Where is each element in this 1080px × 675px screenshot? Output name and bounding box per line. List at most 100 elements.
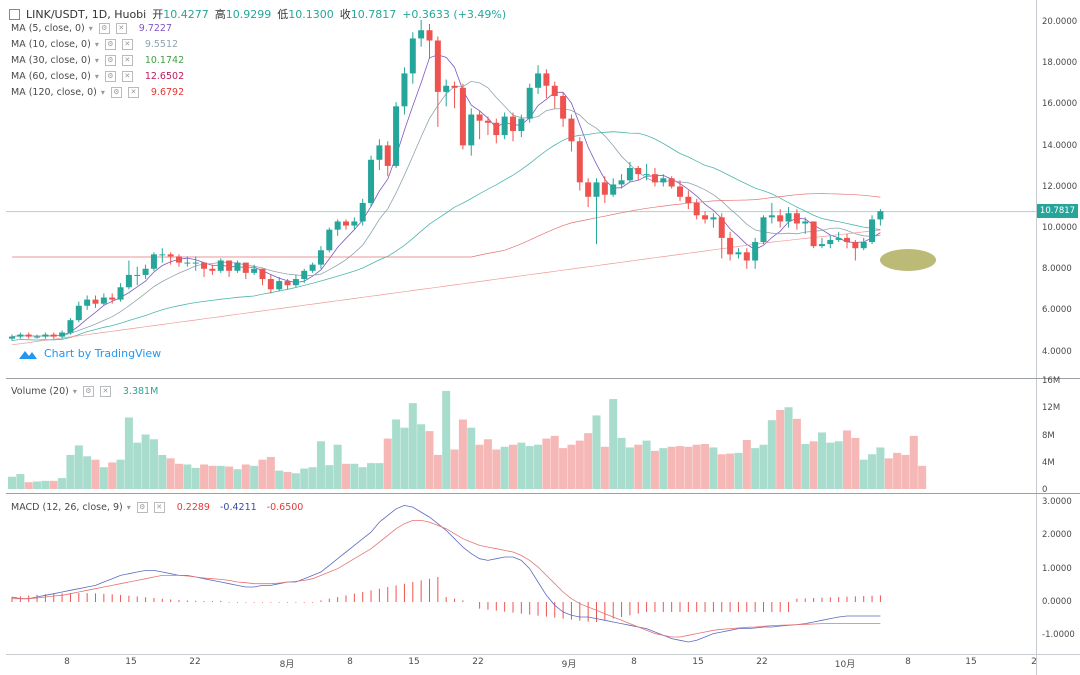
close-icon[interactable]: ✕ [121,55,133,66]
settings-icon[interactable]: ⚙ [110,87,122,98]
volume-bar [851,437,860,489]
time-axis-label: 22 [189,657,201,667]
candle-body [860,242,867,249]
ma-legend-row[interactable]: MA (30, close, 0) ▾ ⚙ ✕ 10.1742 [11,55,184,66]
pane-divider-volume[interactable] [6,378,1080,379]
volume-bar [442,390,451,489]
volume-bar [550,435,559,489]
low-value: 10.1300 [288,8,334,21]
chevron-down-icon[interactable]: ▾ [126,503,131,512]
volume-bar [784,407,793,489]
volume-bar [584,433,593,489]
chevron-down-icon[interactable]: ▾ [88,24,93,33]
candle-body [484,120,491,123]
price-axis-label: 18.0000 [1042,58,1078,69]
time-axis-label: 15 [125,657,137,667]
ma-legend-row[interactable]: MA (60, close, 0) ▾ ⚙ ✕ 12.6502 [11,71,184,82]
collapse-icon[interactable] [9,8,20,20]
volume-bar [876,447,885,489]
macd-signal-value: -0.6500 [266,502,304,513]
macd-axis-label: -1.0000 [1042,630,1075,641]
candle-body [75,305,82,321]
high-value: 10.9299 [225,8,272,21]
chevron-down-icon[interactable]: ▾ [72,387,77,396]
volume-bar [367,463,376,489]
price-axis-label: 14.0000 [1042,140,1078,151]
macd-legend[interactable]: MACD (12, 26, close, 9) ▾ ⚙ ✕ 0.2289 -0.42… [11,502,303,513]
close-icon[interactable]: ✕ [121,71,133,82]
macd-label: MACD (12, 26, close, 9) [11,502,123,513]
ma-legend-row[interactable]: MA (10, close, 0) ▾ ⚙ ✕ 9.5512 [11,39,178,50]
candle-body [409,38,416,74]
ma-legend-value: 10.1742 [144,55,185,66]
volume-bar [266,456,275,489]
volume-axis-label: 12M [1042,403,1061,414]
pane-divider-macd[interactable] [6,493,1080,494]
volume-bar [183,464,192,489]
settings-icon[interactable]: ⚙ [104,39,116,50]
candle-body [802,221,809,224]
candle-body [159,254,166,256]
volume-bar [559,448,568,489]
close-icon[interactable]: ✕ [115,23,127,34]
chevron-down-icon[interactable]: ▾ [94,56,99,65]
volume-bar [316,441,325,489]
change-value: +0.3633 (+3.49%) [402,7,507,21]
chevron-down-icon[interactable]: ▾ [94,72,99,81]
candle-body [384,145,391,166]
candle-body [501,116,508,136]
close-icon[interactable]: ✕ [121,39,133,50]
time-axis-label: 15 [692,657,704,667]
candle-body [710,217,717,220]
volume-bar [909,435,918,489]
close-icon[interactable]: ✕ [127,87,139,98]
volume-bar [216,465,225,489]
candle-body [551,85,558,97]
candle-body [476,114,483,121]
candle-body [835,237,842,240]
volume-bar [717,454,726,489]
volume-bar [542,438,551,489]
price-axis-label: 4.0000 [1042,346,1072,357]
ma-legend-row[interactable]: MA (120, close, 0) ▾ ⚙ ✕ 9.6792 [11,87,184,98]
settings-icon[interactable]: ⚙ [104,71,116,82]
volume-legend[interactable]: Volume (20) ▾ ⚙ ✕ 3.381M [11,386,158,397]
candle-body [718,217,725,238]
candle-body [760,217,767,243]
chevron-down-icon[interactable]: ▾ [100,88,105,97]
volume-bar [83,456,92,489]
volume-bar [450,449,459,489]
volume-bar [41,480,50,489]
close-icon[interactable]: ✕ [99,386,111,397]
settings-icon[interactable]: ⚙ [104,55,116,66]
close-label: 收 [339,8,351,21]
close-icon[interactable]: ✕ [153,502,165,513]
candle-body [510,116,516,131]
volume-bar [650,450,659,489]
volume-bar [33,481,42,489]
settings-icon[interactable]: ⚙ [82,386,94,397]
volume-bar [8,476,16,489]
volume-bar [667,446,676,489]
candle-body [359,202,366,222]
tradingview-branding[interactable]: Chart by TradingView [18,347,161,360]
close-value: 10.7817 [350,8,397,21]
volume-bar [534,444,543,489]
volume-bar [868,454,877,489]
candle-body [752,242,759,261]
macd-axis-label: 2.0000 [1042,530,1072,541]
symbol-title[interactable]: LINK/USDT, 1D, Huobi [26,7,147,21]
candle-body [376,145,383,160]
settings-icon[interactable]: ⚙ [98,23,110,34]
chevron-down-icon[interactable]: ▾ [94,40,99,49]
tradingview-label: Chart by TradingView [44,347,162,360]
volume-bar [291,473,300,489]
volume-bar [843,430,851,489]
candle-body [393,106,400,166]
ma-legend-label: MA (30, close, 0) [11,55,91,66]
settings-icon[interactable]: ⚙ [136,502,148,513]
ma-legend-row[interactable]: MA (5, close, 0) ▾ ⚙ ✕ 9.7227 [11,23,172,34]
candle-body [434,40,441,92]
candle-body [92,299,99,304]
